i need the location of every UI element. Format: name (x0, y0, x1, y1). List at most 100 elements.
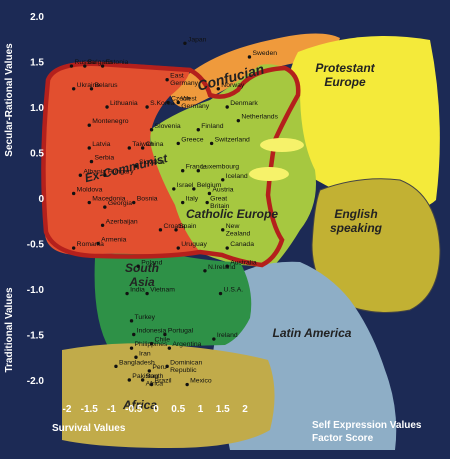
country-label: Taiwan (132, 141, 153, 148)
region-english-speaking (311, 178, 441, 313)
y-tick-label: -1.5 (27, 331, 45, 342)
country-label: India (130, 287, 145, 294)
country-point (140, 146, 145, 150)
country-point (71, 246, 76, 250)
country-label: Philippines (135, 341, 168, 348)
country-label: Austria (212, 186, 233, 193)
country-label: S.Korea (150, 100, 175, 107)
region-label-catholic: Catholic Europe (186, 207, 278, 221)
country-label: Ukraine (77, 82, 101, 89)
country-point (89, 159, 94, 164)
country-point (83, 64, 87, 68)
country-label: Moldova (77, 186, 103, 193)
country-label: Belgium (197, 182, 222, 189)
country-point (221, 178, 225, 182)
country-label: Switzerland (215, 136, 250, 143)
country-label: Israel (177, 182, 194, 189)
x-tick-label: -0.5 (125, 404, 143, 415)
country-label: Bulgaria (88, 59, 113, 66)
country-label: Georgia (108, 200, 132, 207)
y-tick-label: 0.5 (30, 149, 44, 160)
country-label: Romania (77, 241, 104, 248)
country-label: Pakistan (132, 373, 158, 380)
country-point (185, 382, 189, 387)
country-label: U.S.A. (224, 287, 244, 294)
country-point (209, 141, 214, 146)
region-protestant-europe (284, 36, 440, 212)
country-label: Iran (139, 350, 151, 357)
israel-highlight (249, 167, 289, 181)
x-tick-label: 0.5 (171, 404, 185, 415)
country-point (247, 55, 252, 59)
region-ex-communist (43, 61, 201, 256)
country-point (176, 141, 180, 146)
country-label: Argentina (172, 341, 201, 348)
country-label: Bosnia (137, 196, 158, 203)
country-point (218, 291, 223, 296)
region-label-africa: Africa (122, 398, 157, 412)
country-label: Macedonia (92, 196, 125, 203)
country-point (127, 378, 131, 382)
country-label: Japan (188, 36, 207, 43)
y-tick-label: 2.0 (30, 12, 44, 23)
country-label: West Germany (181, 95, 210, 110)
country-label: Greece (181, 136, 204, 143)
x-tick-label: -2 (63, 404, 72, 415)
country-point (149, 341, 154, 346)
region-africa (62, 343, 275, 448)
y-tick-label: -0.5 (27, 240, 45, 251)
region-south-asia (94, 251, 252, 350)
country-point (149, 382, 154, 387)
country-label: Australia (230, 259, 257, 266)
country-point (103, 205, 107, 209)
country-point (71, 87, 76, 91)
country-point (71, 191, 76, 196)
x-tick-label: 2 (242, 404, 248, 415)
country-point (181, 169, 185, 173)
country-point (196, 169, 200, 173)
country-point (134, 164, 138, 168)
country-point (100, 64, 105, 68)
country-point (176, 100, 180, 105)
country-label: Azerbaijan (106, 218, 138, 225)
country-point (158, 228, 163, 232)
country-label: France (186, 164, 207, 171)
y-tick-label: -2.0 (27, 376, 45, 387)
country-point (203, 269, 207, 273)
country-point (87, 200, 91, 205)
country-label: Slovakia (139, 159, 165, 166)
country-point (174, 228, 178, 232)
country-label: Finland (201, 123, 224, 130)
country-point (145, 291, 149, 296)
country-point (192, 187, 196, 191)
y-tick-label: 1.0 (30, 103, 44, 114)
country-point (163, 332, 167, 337)
country-label: Armenia (101, 237, 127, 244)
country-label: Sweden (252, 50, 277, 57)
country-label: Estonia (106, 59, 129, 66)
region-label-south-asia: South Asia (125, 261, 159, 289)
x-tick-label: -1 (107, 404, 116, 415)
country-label: Ireland (217, 332, 238, 339)
country-label: Vietnam (150, 287, 175, 294)
country-point (167, 346, 172, 350)
country-label: South Africa (146, 373, 164, 388)
country-label: Belarus (94, 82, 118, 89)
country-label: Uruguay (181, 241, 207, 248)
country-label: Mexico (190, 378, 212, 385)
country-point (96, 241, 100, 246)
country-label: N.Ireland (208, 264, 236, 271)
country-label: Italy (186, 196, 199, 203)
country-point (205, 200, 209, 205)
country-label: Denmark (230, 100, 258, 107)
country-label: China (146, 141, 164, 148)
country-point (129, 319, 134, 323)
country-label: Montenegro (92, 118, 128, 125)
country-label: Canada (230, 241, 254, 248)
country-point (172, 187, 176, 191)
country-point (165, 364, 169, 369)
y-axis-label-bottom: Traditional Values (4, 287, 15, 372)
country-point (78, 173, 83, 177)
country-point (212, 337, 216, 341)
country-label: Poland (141, 259, 162, 266)
